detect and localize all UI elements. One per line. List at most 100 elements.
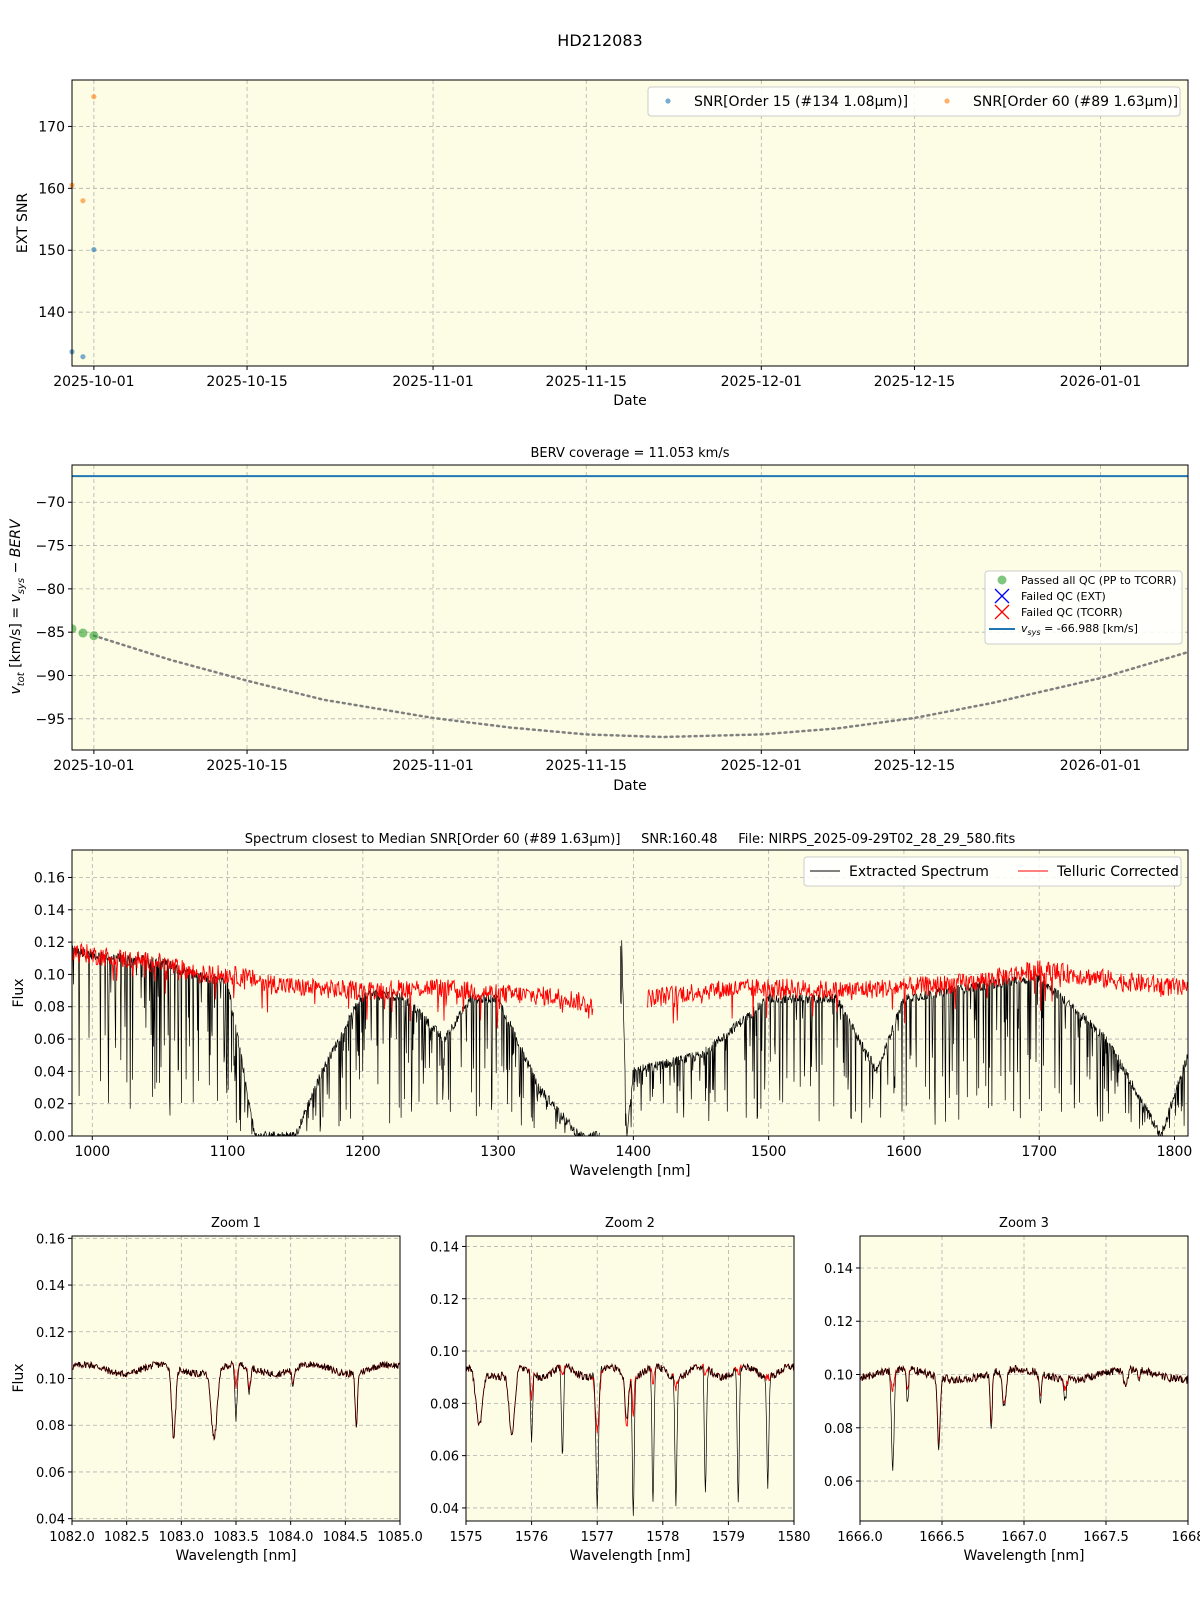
zoom2-y-tick-label: 0.12 <box>430 1293 459 1308</box>
berv-y-tick-label: −70 <box>35 495 65 511</box>
spectrum-plot-area <box>72 850 1188 1136</box>
zoom1-y-tick-label: 0.14 <box>36 1279 65 1294</box>
snr-point-series-1 <box>91 94 97 100</box>
legend-label-order-15: SNR[Order 15 (#134 1.08μm)] <box>694 94 908 110</box>
spectrum-y-tick-label: 0.14 <box>34 903 65 919</box>
berv-x-tick-label: 2025-11-15 <box>546 758 627 774</box>
zoom2-y-tick-label: 0.08 <box>430 1397 459 1412</box>
snr-x-tick-label: 2025-10-15 <box>206 374 287 390</box>
spectrum-x-tick-label: 1800 <box>1157 1144 1193 1160</box>
snr-x-tick-label: 2025-12-15 <box>874 374 955 390</box>
spectrum-y-tick-label: 0.12 <box>34 935 65 951</box>
berv-x-tick-label: 2025-10-15 <box>206 758 287 774</box>
zoom1-x-tick-label: 1083.0 <box>159 1530 205 1545</box>
zoom1-y-tick-label: 0.16 <box>36 1232 65 1247</box>
zoom2-x-tick-label: 1579 <box>712 1530 745 1545</box>
zoom2-x-tick-label: 1580 <box>777 1530 810 1545</box>
zoom3-x-tick-label: 1666.0 <box>837 1530 883 1545</box>
snr-y-tick-label: 150 <box>38 243 65 259</box>
zoom1-xlabel: Wavelength [nm] <box>176 1548 297 1564</box>
zoom1-y-tick-label: 0.06 <box>36 1466 65 1481</box>
zoom1-x-tick-label: 1082.5 <box>104 1530 150 1545</box>
zoom3-ticks: 1666.0 1666.5 1667.0 1667.5 1668 0.06 0.08 0.10… <box>824 1262 1200 1545</box>
berv-ticks: 2025-10-01 2025-10-15 2025-11-01 2025-11-15… <box>35 495 1141 774</box>
zoom1-x-tick-label: 1084.0 <box>268 1530 314 1545</box>
berv-passed-point <box>89 631 99 641</box>
berv-y-tick-label: −80 <box>35 582 65 598</box>
berv-y-tick-label: −90 <box>35 669 65 685</box>
zoom2-xlabel: Wavelength [nm] <box>570 1548 691 1564</box>
spectrum-y-tick-label: 0.16 <box>34 870 65 886</box>
legend-label-passed: Passed all QC (PP to TCORR) <box>1021 574 1176 587</box>
zoom1-title: Zoom 1 <box>211 1216 261 1231</box>
zoom2-y-tick-label: 0.04 <box>430 1502 459 1517</box>
zoom2-frame <box>465 1235 795 1522</box>
berv-grid <box>72 465 1188 750</box>
berv-frame <box>71 464 1189 751</box>
berv-xlabel: Date <box>613 778 646 794</box>
zoom3-y-tick-label: 0.08 <box>824 1422 853 1437</box>
zoom2-extracted-line <box>466 1363 794 1516</box>
legend-label-failed-ext: Failed QC (EXT) <box>1021 590 1106 603</box>
spectrum-xlabel: Wavelength [nm] <box>570 1163 691 1179</box>
zoom3-extracted-line <box>860 1364 1188 1471</box>
berv-title: BERV coverage = 11.053 km/s <box>531 446 730 461</box>
berv-x-tick-label: 2025-12-01 <box>721 758 802 774</box>
zoom3-xlabel: Wavelength [nm] <box>964 1548 1085 1564</box>
snr-ticks: 2025-10-01 2025-10-15 2025-11-01 2025-11-15… <box>38 119 1141 390</box>
berv-y-tick-label: −75 <box>35 539 65 555</box>
legend-label-extracted: Extracted Spectrum <box>849 864 989 880</box>
snr-point-series-0 <box>91 247 97 253</box>
zoom1-x-tick-label: 1085.0 <box>377 1530 423 1545</box>
spectrum-x-tick-label: 1700 <box>1021 1144 1057 1160</box>
spectrum-x-tick-label: 1200 <box>345 1144 381 1160</box>
zoom1-x-tick-label: 1082.0 <box>49 1530 95 1545</box>
snr-y-tick-label: 170 <box>38 119 65 135</box>
spectrum-x-tick-label: 1500 <box>751 1144 787 1160</box>
zoom2-x-tick-label: 1576 <box>515 1530 548 1545</box>
snr-x-tick-label: 2025-11-15 <box>546 374 627 390</box>
zoom1-y-tick-label: 0.10 <box>36 1373 65 1388</box>
legend-label-order-60: SNR[Order 60 (#89 1.63μm)] <box>973 94 1178 110</box>
zoom1-panel: Zoom 1 1082.0 1082.5 1083.0 1083.5 1084.0 108… <box>11 1216 423 1564</box>
spectrum-x-tick-label: 1000 <box>74 1144 110 1160</box>
zoom2-x-tick-label: 1577 <box>581 1530 614 1545</box>
berv-ylabel: vtot [km/s] = vsys − BERV <box>8 518 27 694</box>
legend-marker-failed-tcorr <box>994 604 1010 620</box>
berv-marks <box>72 475 1188 739</box>
snr-y-tick-label: 160 <box>38 181 65 197</box>
spectrum-x-tick-label: 1100 <box>210 1144 246 1160</box>
zoom3-x-tick-label: 1667.0 <box>1001 1530 1047 1545</box>
snr-x-tick-label: 2025-11-01 <box>392 374 473 390</box>
berv-legend: Passed all QC (PP to TCORR) Failed QC (E… <box>984 570 1183 645</box>
spectrum-x-tick-label: 1600 <box>886 1144 922 1160</box>
berv-x-tick-label: 2026-01-01 <box>1060 758 1141 774</box>
zoom3-y-tick-label: 0.06 <box>824 1475 853 1490</box>
snr-x-tick-label: 2025-10-01 <box>53 374 134 390</box>
zoom3-marks <box>860 1364 1188 1471</box>
snr-legend: SNR[Order 15 (#134 1.08μm)] SNR[Order 60… <box>647 86 1181 117</box>
zoom2-ticks: 1575 1576 1577 1578 1579 1580 0.04 0.06 0.08 0.10… <box>430 1240 811 1545</box>
berv-x-tick-label: 2025-11-01 <box>392 758 473 774</box>
zoom2-y-tick-label: 0.06 <box>430 1450 459 1465</box>
zoom3-y-tick-label: 0.14 <box>824 1262 853 1277</box>
berv-y-tick-label: −85 <box>35 625 65 641</box>
zoom1-x-tick-label: 1084.5 <box>323 1530 369 1545</box>
zoom3-y-tick-label: 0.12 <box>824 1315 853 1330</box>
zoom3-title: Zoom 3 <box>999 1216 1049 1231</box>
zoom1-y-tick-label: 0.04 <box>36 1513 65 1528</box>
berv-panel: BERV coverage = 11.053 km/s 2025-10-01 20… <box>8 446 1189 794</box>
snr-plot-area <box>72 80 1188 366</box>
spectrum-title: Spectrum closest to Median SNR[Order 60 … <box>245 832 1016 847</box>
zoom3-x-tick-label: 1668 <box>1171 1530 1200 1545</box>
zoom1-ylabel: Flux <box>11 1363 27 1392</box>
zoom2-panel: Zoom 2 1575 1576 1577 1578 1579 1580 0.04 0.06 0… <box>430 1216 811 1564</box>
snr-xlabel: Date <box>613 393 646 409</box>
berv-passed-point <box>72 624 77 634</box>
telluric-corrected-line <box>72 942 1188 1029</box>
zoom1-marks <box>72 1360 400 1441</box>
snr-point-series-1 <box>80 198 86 204</box>
zoom1-y-tick-label: 0.12 <box>36 1326 65 1341</box>
snr-frame <box>71 79 1189 367</box>
